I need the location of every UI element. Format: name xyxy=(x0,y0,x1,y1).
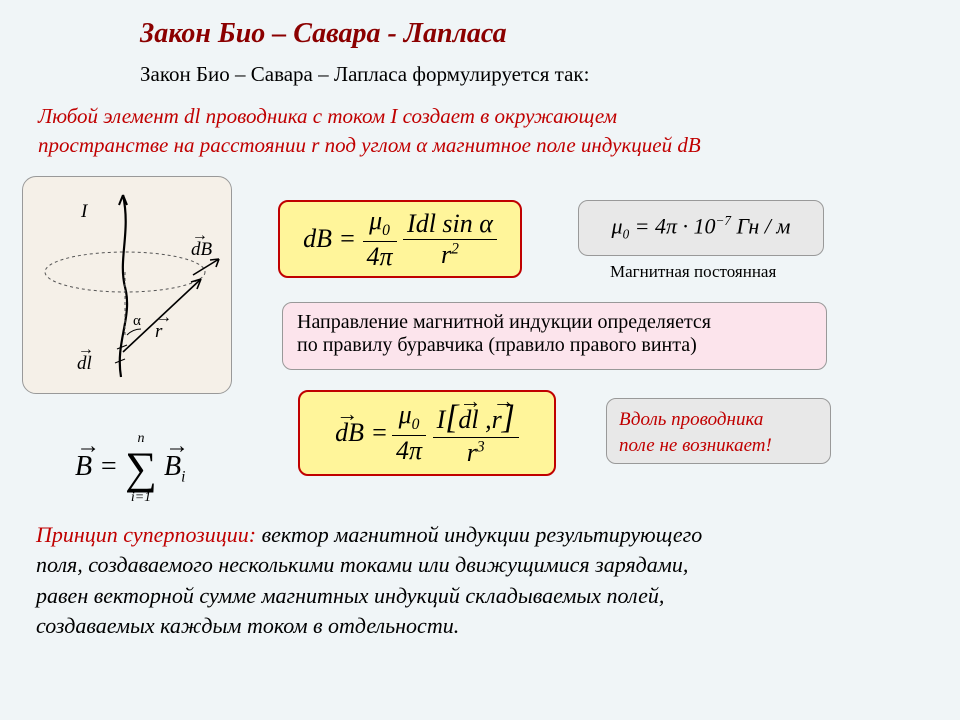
direction-box: Направление магнитной индукции определяе… xyxy=(282,302,827,370)
super-l2: поля, создаваемого несколькими токами ил… xyxy=(36,552,688,577)
dbv-frac-mu0: μ0 4π xyxy=(392,400,426,465)
diagram-label-dB: dB xyxy=(191,239,212,261)
note-right-box: Вдоль проводника поле не возникает! xyxy=(606,398,831,464)
diagram-label-r: r xyxy=(155,321,162,343)
dbv-lhs: dB = xyxy=(335,418,388,448)
diagram-box: I dB α r dl xyxy=(22,176,232,394)
frac-right: Idl sin α r2 xyxy=(403,209,497,270)
formula-dB-vector: dB = μ0 4π I[dl ,r] r3 xyxy=(298,390,556,476)
page-title: Закон Био – Савара - Лапласа xyxy=(140,18,507,50)
diagram-svg xyxy=(23,177,233,395)
note-line2: поле не возникает! xyxy=(619,435,772,456)
super-l3: равен векторной сумме магнитных индукций… xyxy=(36,583,664,608)
intro-text: Любой элемент dl проводника с током I со… xyxy=(38,102,701,161)
super-l4: создаваемых каждым током в отдельности. xyxy=(36,613,459,638)
direction-line1: Направление магнитной индукции определяе… xyxy=(297,311,711,333)
intro-line1: Любой элемент dl проводника с током I со… xyxy=(38,104,617,128)
mu0-caption: Магнитная постоянная xyxy=(610,262,776,282)
formula-dB-scalar: dB = μ0 4π Idl sin α r2 xyxy=(278,200,522,278)
mu0-expr: μ0 = 4π · 10−7 Гн / м xyxy=(612,213,791,243)
direction-line2: по правилу буравчика (правило правого ви… xyxy=(297,334,697,356)
note-line1: Вдоль проводника xyxy=(619,409,763,430)
diagram-label-dl: dl xyxy=(77,353,92,375)
diagram-label-I: I xyxy=(81,201,87,223)
formula-sum: B = n ∑ i=1 Bi xyxy=(75,432,185,505)
diagram-label-alpha: α xyxy=(133,313,141,330)
mu0-constant-box: μ0 = 4π · 10−7 Гн / м xyxy=(578,200,824,256)
intro-line2: пространстве на расстоянии r под углом α… xyxy=(38,133,701,157)
subtitle: Закон Био – Савара – Лапласа формулирует… xyxy=(140,62,589,87)
dbv-frac-right: I[dl ,r] r3 xyxy=(433,399,519,468)
db-lhs: dB = xyxy=(303,224,356,254)
superposition-text: Принцип суперпозиции: вектор магнитной и… xyxy=(36,520,926,641)
superposition-heading: Принцип суперпозиции: xyxy=(36,522,256,547)
frac-mu0: μ0 4π xyxy=(363,206,397,271)
